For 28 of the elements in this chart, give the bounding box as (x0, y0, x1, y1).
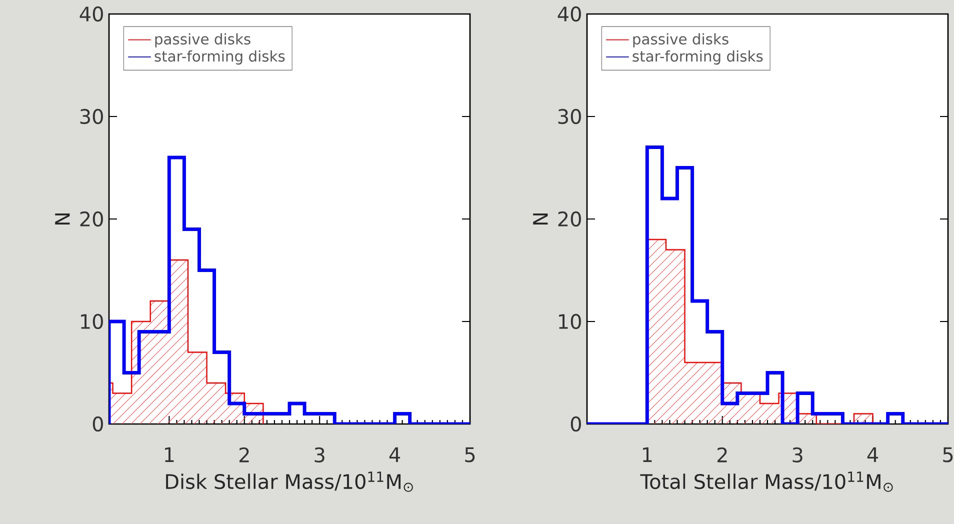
x-axis-title: Total Stellar Mass/10$^{11}$M$_{⊙}$ (640, 472, 893, 492)
y-tick-label: 10 (559, 314, 581, 330)
x-axis-title: Disk Stellar Mass/10$^{11}$M$_{⊙}$ (166, 472, 413, 492)
x-tick-label: 2 (717, 447, 727, 462)
x-tick-label: 5 (465, 447, 475, 462)
y-tick-label: 40 (80, 6, 103, 22)
y-tick-label: 10 (81, 314, 103, 330)
x-tick-label: 5 (943, 447, 953, 462)
x-tick-label: 2 (239, 447, 249, 462)
y-tick-label: 0 (92, 416, 103, 432)
legend-label: passive disks (155, 33, 250, 48)
y-axis-title: N (533, 213, 548, 225)
y-tick-label: 40 (558, 6, 581, 22)
y-tick-label: 0 (570, 416, 581, 432)
x-tick-label: 4 (389, 447, 400, 462)
x-tick-label: 4 (867, 447, 878, 462)
legend-label: star-forming disks (632, 50, 763, 65)
y-axis-title: N (55, 213, 70, 225)
x-tick-label: 1 (165, 447, 174, 462)
y-tick-label: 20 (80, 211, 103, 227)
x-tick-label: 3 (792, 447, 802, 462)
x-tick-label: 1 (643, 447, 652, 462)
x-tick-label: 3 (314, 447, 324, 462)
legend-label: passive disks (633, 33, 728, 48)
y-tick-label: 20 (558, 211, 581, 227)
legend-label: star-forming disks (154, 50, 285, 65)
y-tick-label: 30 (80, 108, 103, 124)
y-tick-label: 30 (558, 108, 581, 124)
